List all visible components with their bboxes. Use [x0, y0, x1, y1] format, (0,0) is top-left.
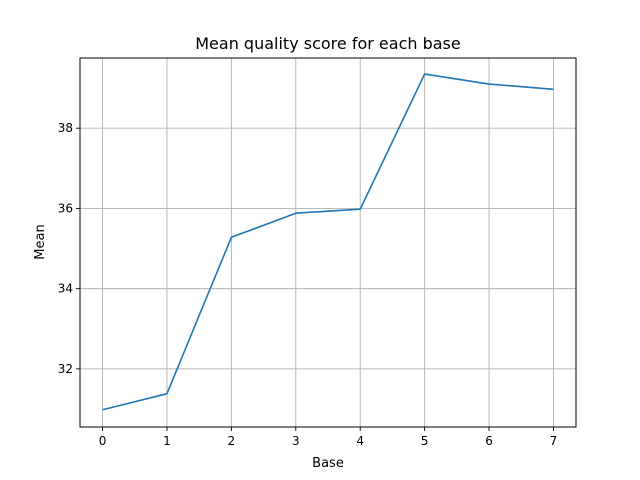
y-tick-label: 38	[58, 121, 73, 135]
series-line	[102, 73, 554, 411]
x-tick-label: 3	[292, 434, 300, 448]
grid-lines	[80, 58, 576, 427]
x-tick-label: 5	[421, 434, 429, 448]
y-axis-label: Mean	[33, 224, 48, 259]
x-tick-label: 4	[356, 434, 364, 448]
x-tick-label: 0	[99, 434, 107, 448]
y-tick-label: 36	[58, 201, 73, 215]
x-axis-label: Base	[312, 456, 344, 471]
series-layer	[102, 73, 554, 411]
y-tick-label: 34	[58, 282, 73, 296]
chart-title: Mean quality score for each base	[195, 34, 460, 53]
plot-frame	[79, 57, 577, 428]
x-tick-label: 1	[163, 434, 171, 448]
x-tick-label: 7	[550, 434, 558, 448]
x-tick-label: 2	[228, 434, 236, 448]
y-tick-label: 32	[58, 362, 73, 376]
x-tick-label: 6	[485, 434, 493, 448]
